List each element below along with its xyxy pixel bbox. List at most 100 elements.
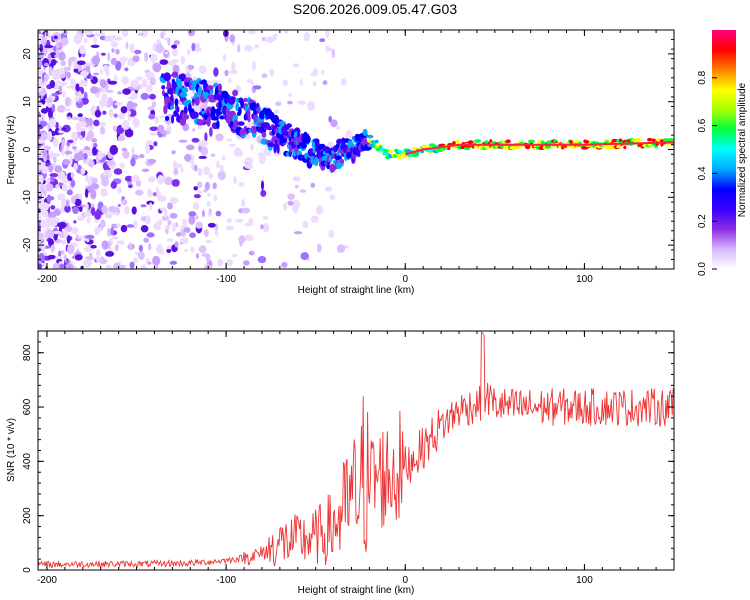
noise-cell — [180, 55, 186, 65]
noise-cell — [40, 132, 49, 141]
signal-cell — [288, 141, 296, 146]
noise-cell — [204, 132, 208, 143]
noise-cell — [38, 253, 45, 262]
noise-cell — [149, 93, 156, 100]
noise-cell — [215, 133, 224, 142]
noise-cell — [69, 156, 73, 166]
noise-cell — [48, 211, 57, 219]
noise-cell — [53, 155, 57, 164]
noise-cell — [345, 129, 353, 140]
signal-cell — [206, 116, 211, 127]
noise-cell — [112, 211, 119, 216]
signal-cell — [167, 88, 175, 95]
noise-cell — [51, 103, 56, 113]
noise-cell — [116, 223, 121, 228]
noise-cell — [146, 215, 150, 222]
noise-cell — [248, 250, 255, 256]
noise-cell — [198, 155, 207, 159]
x-tick-label: 100 — [576, 575, 593, 586]
noise-cell — [126, 100, 134, 111]
noise-cell — [64, 96, 71, 107]
noise-cell — [340, 78, 347, 86]
noise-cell — [225, 259, 233, 267]
noise-cell — [61, 127, 67, 131]
noise-cell — [132, 257, 139, 264]
noise-cell — [130, 79, 140, 88]
noise-cell — [189, 232, 197, 238]
noise-cell — [121, 147, 128, 152]
noise-cell — [40, 108, 49, 114]
noise-cell — [73, 162, 78, 171]
noise-cell — [250, 143, 255, 151]
noise-cell — [262, 216, 269, 221]
signal-cell — [647, 137, 653, 142]
noise-cell — [213, 194, 218, 202]
noise-cell — [49, 173, 59, 178]
noise-cell — [38, 232, 44, 240]
noise-cell — [51, 93, 59, 97]
noise-cell — [41, 209, 49, 218]
noise-cell — [80, 167, 86, 175]
noise-cell — [299, 189, 307, 193]
signal-cell — [313, 156, 319, 167]
y-tick-label: 20 — [22, 48, 33, 60]
noise-cell — [90, 244, 97, 249]
noise-cell — [44, 31, 51, 39]
x-axis-label: Height of straight line (km) — [298, 285, 415, 296]
signal-cell — [324, 146, 330, 154]
noise-cell — [178, 139, 188, 143]
noise-cell — [213, 67, 219, 77]
noise-cell — [131, 175, 140, 182]
noise-cell — [40, 185, 44, 195]
colorbar-label: Normalized spectral amplitude — [737, 82, 748, 217]
signal-cell — [233, 119, 239, 129]
noise-cell — [106, 160, 116, 167]
noise-cell — [171, 179, 180, 187]
noise-cell — [171, 47, 178, 57]
signal-cell — [382, 152, 390, 156]
noise-cell — [117, 135, 126, 142]
noise-cell — [85, 173, 89, 183]
noise-cell — [57, 221, 67, 229]
noise-cell — [89, 175, 93, 180]
noise-cell — [138, 154, 145, 159]
noise-cell — [48, 164, 54, 173]
noise-cell — [233, 176, 237, 185]
noise-cell — [129, 261, 135, 269]
noise-cell — [152, 255, 161, 266]
x-tick-label: 0 — [402, 274, 408, 285]
colorbar-tick-label: 0.0 — [697, 262, 708, 276]
noise-cell — [58, 250, 62, 258]
noise-cell — [161, 215, 170, 221]
noise-cell — [191, 137, 200, 143]
signal-cell — [447, 146, 451, 150]
noise-cell — [252, 61, 256, 66]
noise-cell — [239, 150, 243, 157]
noise-cell — [63, 254, 67, 261]
noise-cell — [58, 81, 68, 87]
noise-cell — [73, 220, 77, 224]
noise-cell — [38, 263, 42, 269]
noise-cell — [243, 260, 250, 266]
noise-cell — [97, 150, 103, 160]
noise-cell — [310, 182, 316, 188]
noise-cell — [91, 138, 98, 143]
noise-cell — [215, 210, 222, 217]
noise-cell — [281, 261, 288, 268]
x-tick-label: -200 — [37, 274, 57, 285]
noise-cell — [257, 256, 267, 264]
noise-cell — [196, 181, 203, 188]
noise-cell — [167, 37, 171, 46]
noise-cell — [101, 240, 109, 250]
noise-cell — [336, 244, 346, 253]
noise-cell — [149, 76, 156, 86]
noise-cell — [167, 219, 172, 226]
noise-cell — [183, 227, 191, 233]
signal-cell — [171, 71, 179, 78]
noise-cell — [319, 38, 326, 43]
signal-cell — [452, 141, 456, 145]
noise-cell — [167, 202, 173, 210]
signal-cell — [527, 139, 536, 144]
noise-cell — [133, 220, 138, 230]
